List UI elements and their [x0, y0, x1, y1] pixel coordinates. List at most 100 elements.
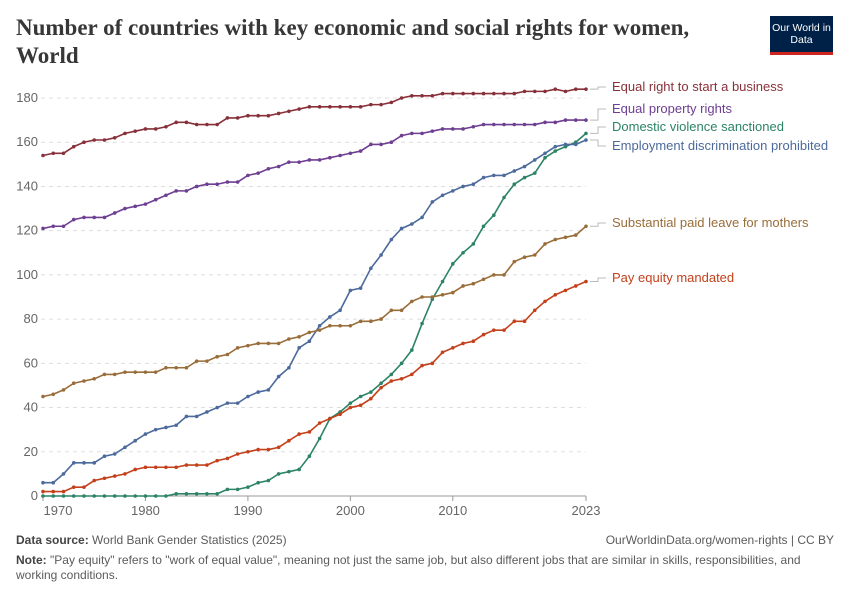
data-point	[584, 118, 588, 122]
x-tick-label: 1980	[131, 503, 160, 518]
data-point	[491, 213, 496, 217]
data-point	[399, 226, 404, 231]
data-point	[153, 127, 158, 131]
data-point	[410, 131, 414, 136]
data-point	[512, 259, 517, 264]
data-point	[369, 266, 373, 271]
data-point	[563, 89, 568, 94]
data-point	[399, 133, 404, 138]
data-point	[532, 122, 537, 127]
data-point	[41, 480, 45, 485]
label-connector	[590, 86, 606, 90]
data-point	[461, 127, 465, 131]
data-point	[205, 359, 209, 363]
data-point	[584, 131, 588, 136]
data-point	[112, 452, 117, 456]
data-point	[491, 173, 496, 178]
data-point	[451, 91, 455, 96]
data-point	[102, 372, 107, 377]
data-point	[532, 158, 537, 162]
data-point	[481, 91, 486, 96]
data-point	[573, 284, 578, 288]
data-point	[235, 116, 240, 120]
data-point	[430, 93, 435, 98]
data-point	[133, 129, 138, 133]
x-tick-label: 2000	[336, 503, 365, 518]
series-line	[43, 280, 587, 493]
data-point	[133, 370, 138, 374]
data-point	[246, 343, 250, 348]
url-text[interactable]: OurWorldinData.org/women-rights | CC BY	[605, 533, 834, 547]
data-point	[553, 292, 558, 297]
data-point	[123, 370, 127, 374]
data-point	[164, 425, 168, 430]
data-point	[246, 394, 250, 399]
data-point	[420, 93, 424, 98]
data-point	[512, 122, 517, 127]
source-text[interactable]: World Bank Gender Statistics (2025)	[92, 533, 287, 547]
series-line	[43, 132, 587, 497]
data-point	[563, 288, 568, 293]
data-point	[358, 105, 363, 109]
data-point	[379, 142, 383, 147]
data-point	[399, 308, 404, 313]
data-point	[123, 445, 127, 450]
data-point	[153, 370, 158, 374]
data-point	[102, 494, 107, 498]
series-label: Equal right to start a business	[612, 79, 784, 94]
data-point	[153, 494, 158, 498]
data-point	[112, 211, 117, 215]
y-tick-label: 160	[16, 134, 38, 149]
data-point	[297, 467, 301, 472]
owid-logo[interactable]: Our World in Data	[770, 16, 833, 55]
data-point	[71, 494, 76, 498]
data-point	[338, 105, 342, 109]
data-point	[82, 485, 86, 489]
data-point	[297, 107, 301, 111]
y-tick-label: 20	[24, 444, 38, 459]
source-label: Data source:	[16, 533, 89, 547]
y-tick-label: 60	[24, 355, 38, 370]
data-point	[430, 200, 435, 204]
data-point	[194, 463, 199, 467]
y-tick-label: 40	[24, 400, 38, 415]
data-point	[317, 328, 322, 332]
data-point	[235, 487, 240, 492]
data-point	[461, 250, 465, 255]
data-point	[174, 423, 178, 428]
data-point	[358, 319, 363, 324]
data-point	[451, 127, 455, 131]
data-point	[51, 392, 56, 397]
data-point	[61, 494, 66, 498]
data-point	[153, 197, 158, 202]
data-point	[317, 105, 322, 109]
data-point	[522, 255, 527, 259]
data-point	[317, 436, 322, 441]
data-point	[389, 379, 394, 383]
data-point	[71, 485, 76, 489]
data-point	[307, 158, 312, 162]
data-point	[61, 489, 66, 494]
data-point	[225, 401, 230, 405]
data-point	[430, 295, 435, 299]
data-point	[51, 224, 56, 229]
data-point	[491, 273, 496, 277]
data-point	[133, 494, 138, 498]
data-point	[61, 224, 66, 229]
data-point	[471, 339, 476, 344]
data-point	[102, 454, 107, 459]
data-point	[153, 465, 158, 470]
data-point	[266, 478, 271, 483]
data-point	[532, 171, 537, 175]
data-point	[512, 319, 517, 324]
data-point	[563, 142, 568, 147]
label-connector	[590, 126, 606, 134]
data-point	[389, 100, 394, 105]
y-tick-label: 80	[24, 311, 38, 326]
data-point	[471, 242, 476, 246]
data-point	[379, 317, 383, 321]
data-point	[174, 491, 178, 496]
data-point	[82, 494, 86, 498]
data-point	[235, 180, 240, 184]
